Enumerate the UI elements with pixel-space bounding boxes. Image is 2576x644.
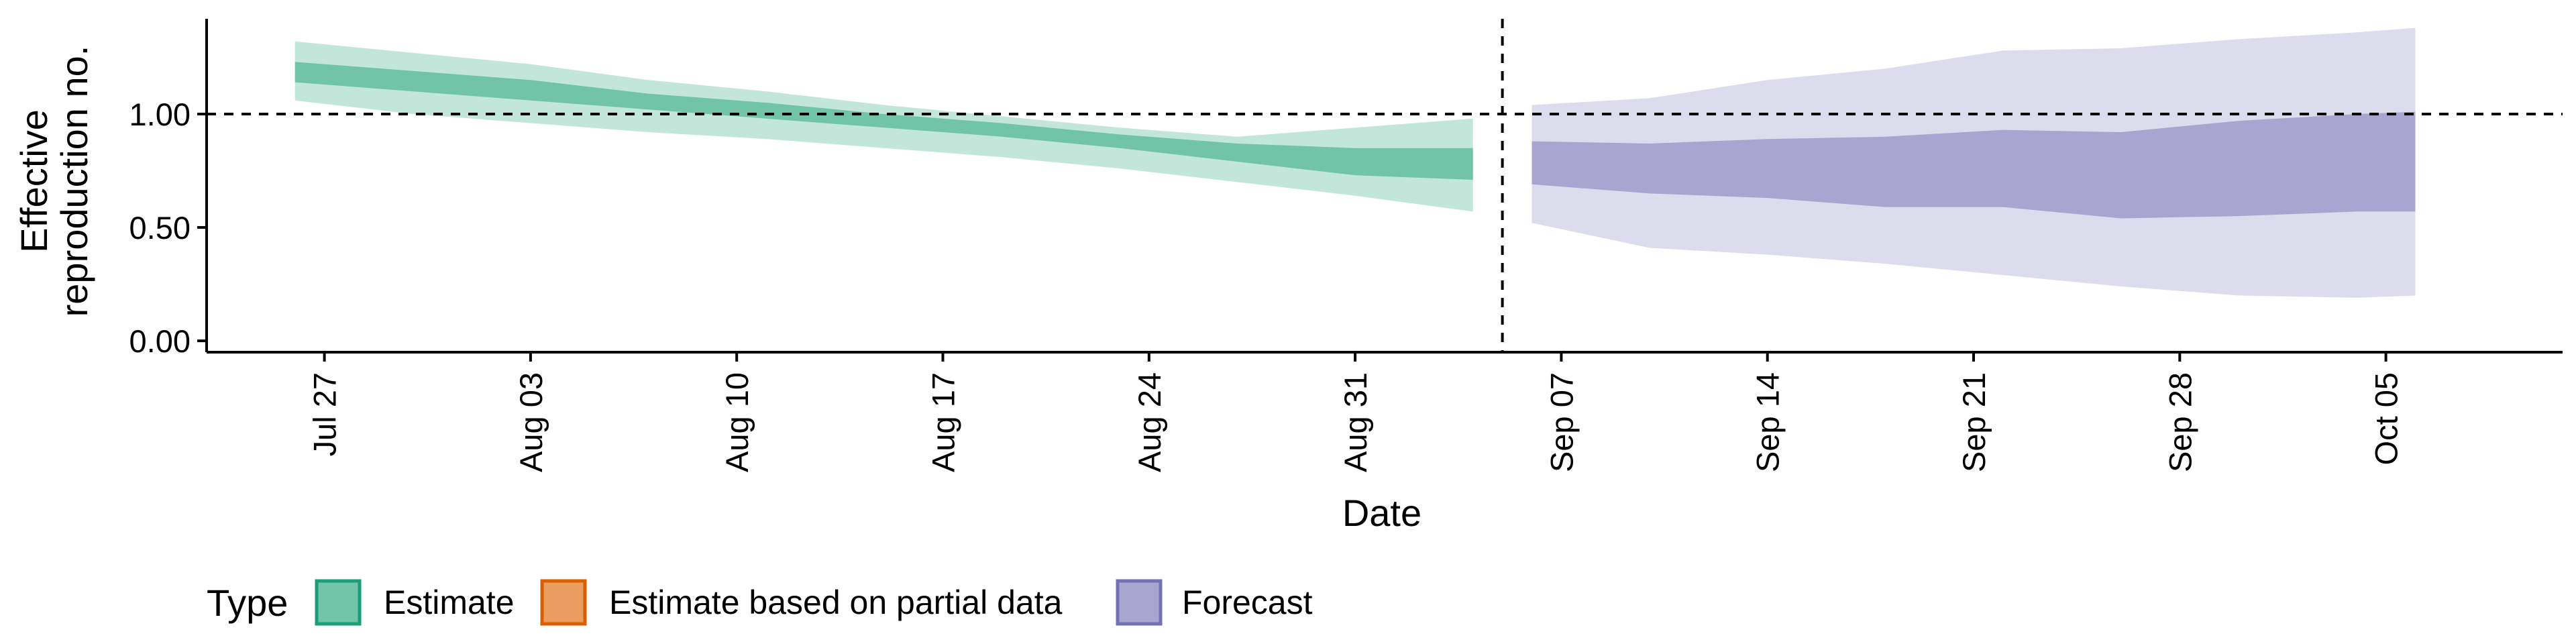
x-axis-title: Date bbox=[1342, 492, 1421, 534]
x-tick-label: Sep 07 bbox=[1544, 372, 1579, 472]
y-tick-label: 1.00 bbox=[129, 97, 191, 132]
forecast-inner-band bbox=[1532, 111, 2416, 219]
legend-label-estimate: Estimate bbox=[384, 584, 515, 621]
reference-lines bbox=[207, 19, 2563, 352]
estimate-inner-band bbox=[294, 62, 1473, 180]
legend-label-partial: Estimate based on partial data bbox=[609, 584, 1063, 621]
y-tick-label: 0.00 bbox=[129, 323, 191, 359]
y-tick-label: 0.50 bbox=[129, 210, 191, 246]
x-tick-label: Sep 28 bbox=[2162, 372, 2198, 472]
x-tick-label: Sep 21 bbox=[1956, 372, 1992, 472]
x-tick-label: Jul 27 bbox=[307, 372, 343, 456]
legend-key-forecast bbox=[1116, 579, 1163, 626]
y-axis-title-line-1: Effective bbox=[13, 109, 55, 253]
x-tick-label: Aug 24 bbox=[1132, 372, 1167, 472]
y-axis-title-line-2: reproduction no. bbox=[53, 46, 95, 317]
x-tick-label: Aug 31 bbox=[1338, 372, 1373, 472]
chart-ticks: 0.00 0.50 1.00 Jul 27 Aug 03 Aug 10 Aug 17 Aug … bbox=[129, 97, 2404, 472]
legend-title: Type bbox=[207, 582, 288, 624]
legend: Type Estimate Estimate based on partial … bbox=[207, 579, 1313, 626]
y-axis-title: Effective reproduction no. bbox=[13, 46, 95, 317]
x-tick-label: Sep 14 bbox=[1750, 372, 1786, 472]
x-tick-label: Aug 10 bbox=[719, 372, 755, 472]
legend-label-forecast: Forecast bbox=[1182, 584, 1313, 621]
legend-key-partial bbox=[540, 579, 587, 626]
x-tick-label: Aug 17 bbox=[926, 372, 961, 472]
legend-key-estimate bbox=[315, 579, 362, 626]
x-tick-label: Oct 05 bbox=[2369, 372, 2404, 465]
x-tick-label: Aug 03 bbox=[513, 372, 549, 472]
chart-bands bbox=[294, 28, 2416, 298]
chart-axes bbox=[205, 19, 2563, 354]
